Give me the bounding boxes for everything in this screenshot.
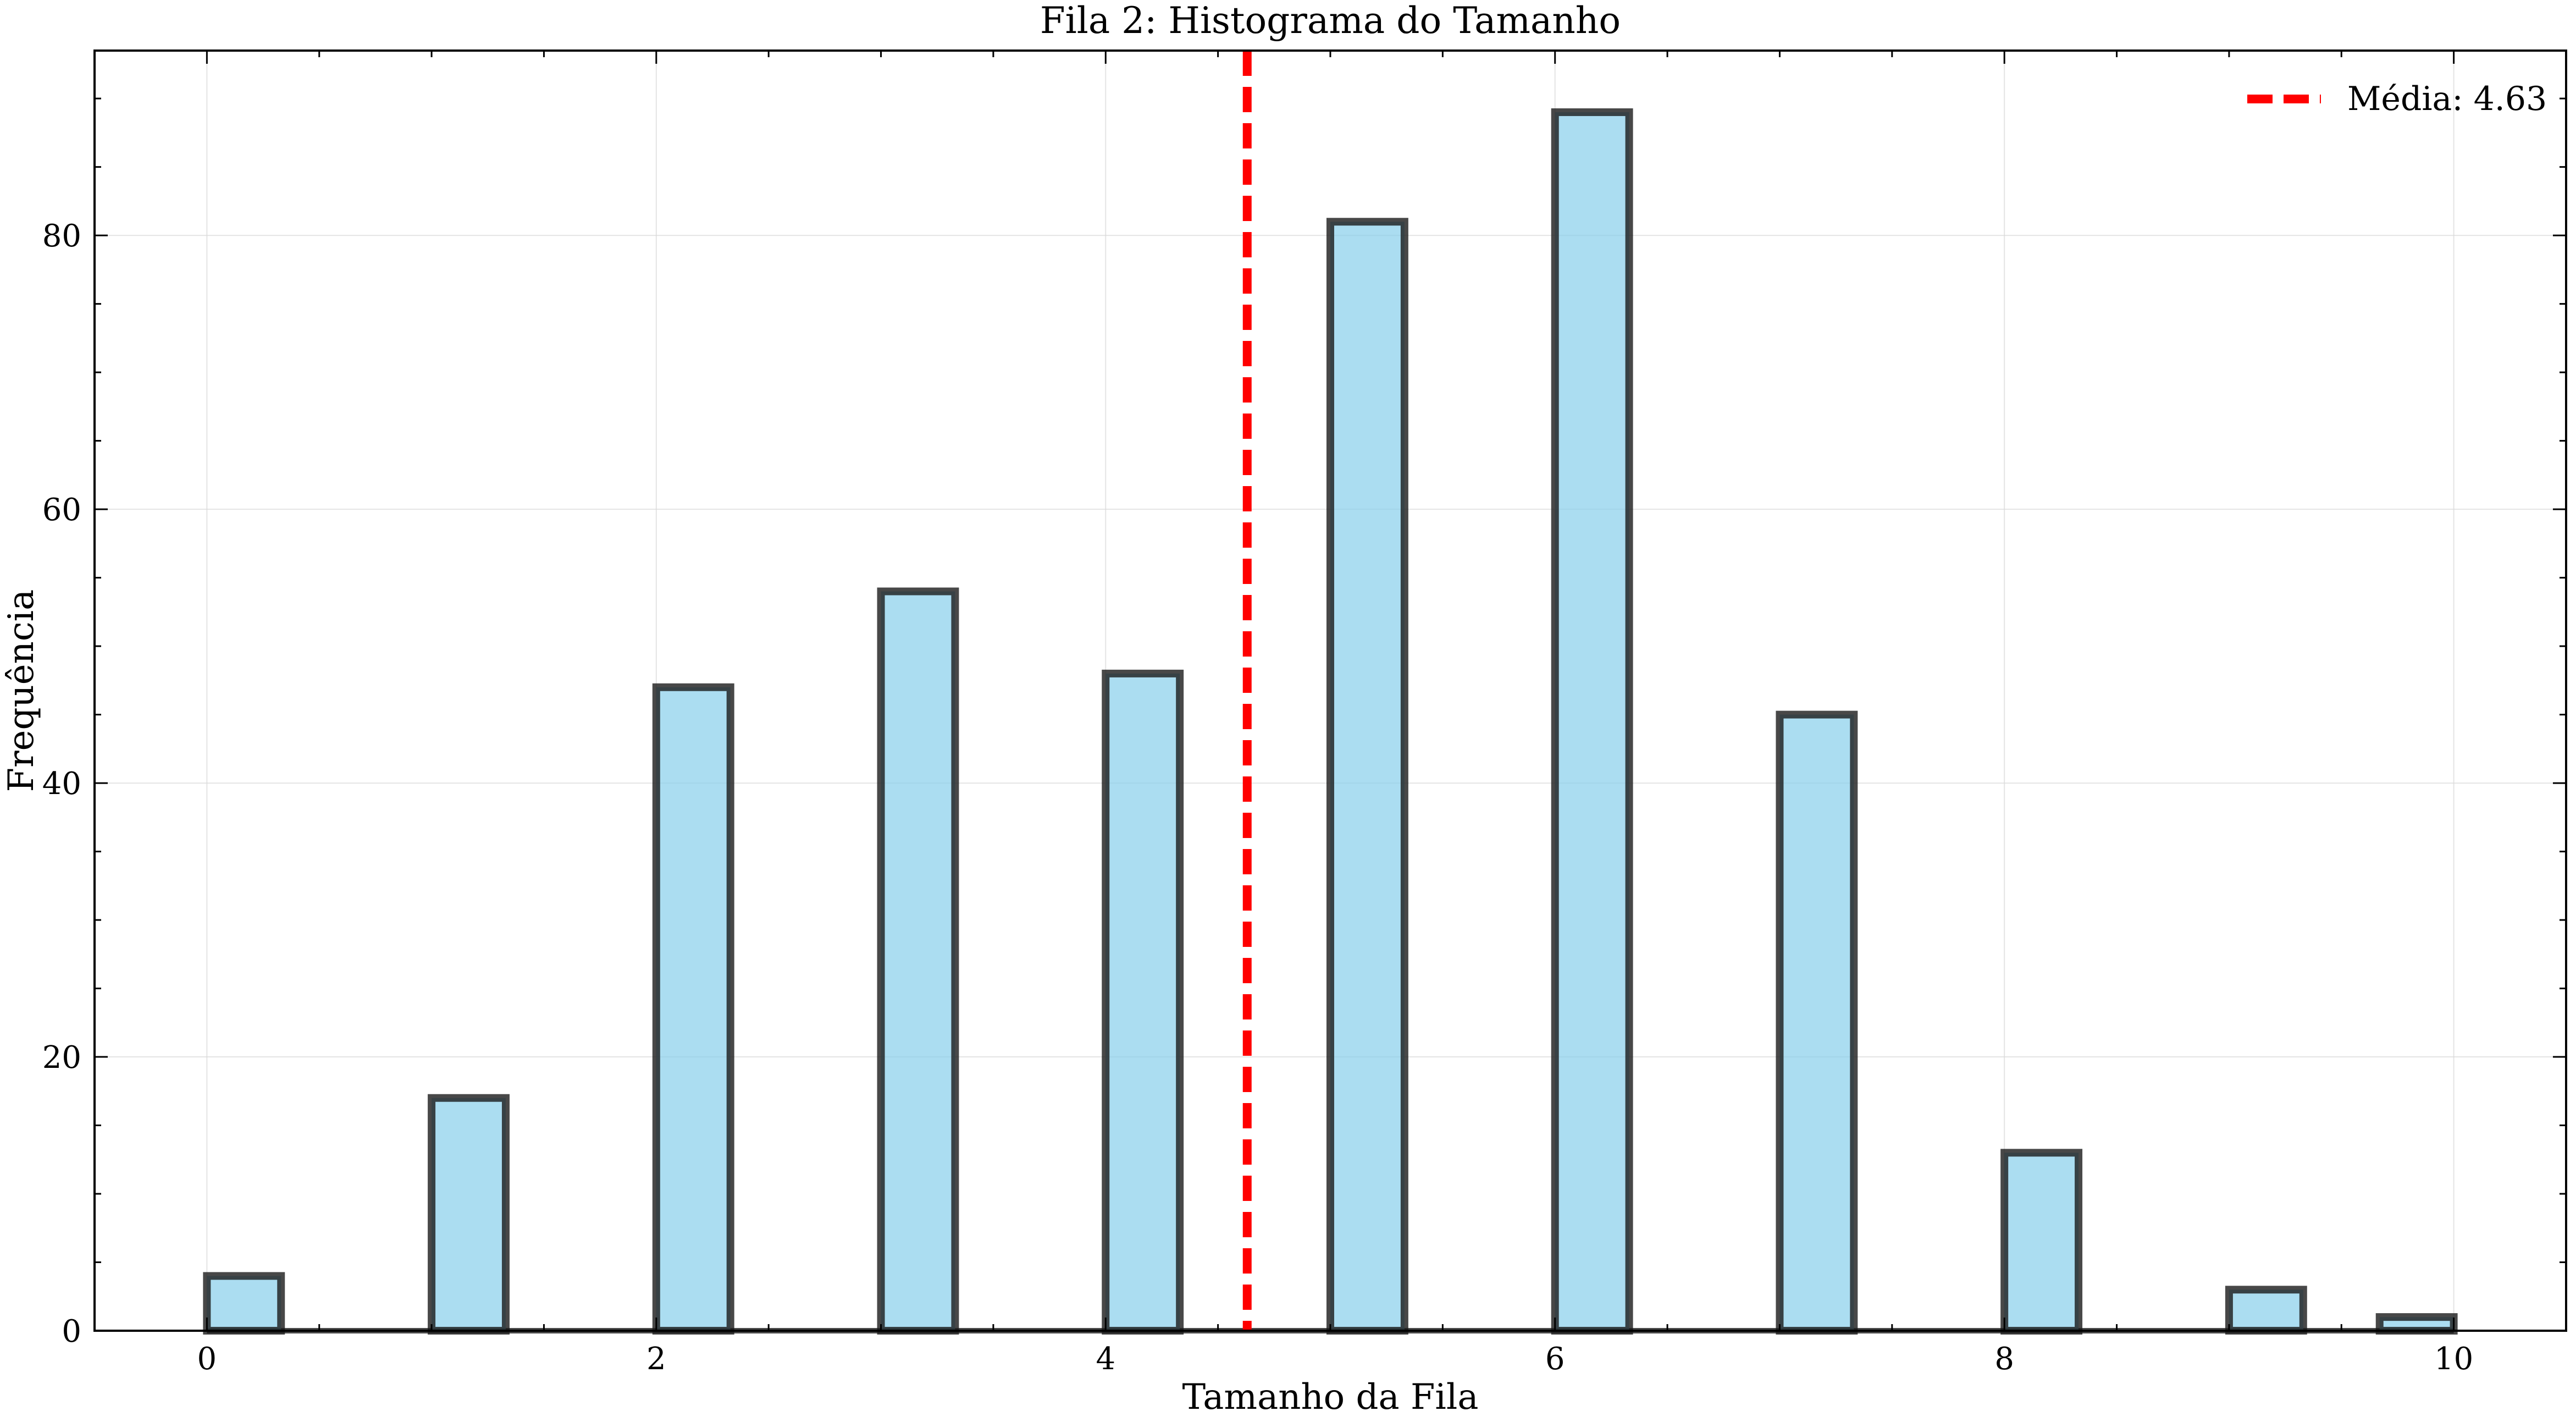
x-tick-label: 2 [646, 1341, 666, 1377]
y-tick-label: 20 [42, 1040, 81, 1076]
x-tick-label: 10 [2434, 1341, 2473, 1377]
histogram-bar [1551, 108, 1633, 1335]
histogram-bar [1102, 669, 1184, 1335]
histogram-bar [1776, 710, 1858, 1335]
y-tick-label: 80 [42, 218, 81, 254]
histogram-bar [2375, 1313, 2458, 1335]
histogram-bar [2000, 1149, 2083, 1335]
histogram-bars [203, 108, 2458, 1335]
x-tick-label: 8 [1994, 1341, 2014, 1377]
chart-title: Fila 2: Histograma do Tamanho [1040, 0, 1621, 42]
x-tick-label: 4 [1096, 1341, 1115, 1377]
y-tick-label: 0 [62, 1314, 81, 1349]
legend-mean-label: Média: 4.63 [2347, 80, 2547, 118]
y-axis-label: Frequência [1, 589, 42, 792]
histogram-bar [877, 587, 959, 1335]
histogram-bar [203, 1272, 285, 1335]
legend: Média: 4.63 [2247, 80, 2547, 118]
y-tick-label: 40 [42, 766, 81, 802]
x-tick-label: 6 [1545, 1341, 1565, 1377]
histogram-bar [428, 1094, 510, 1335]
x-tick-label: 0 [197, 1341, 217, 1377]
histogram-bar [1326, 218, 1408, 1335]
histogram-bar [2225, 1286, 2307, 1335]
histogram-bar [652, 683, 734, 1335]
x-axis-label: Tamanho da Fila [1182, 1377, 1479, 1418]
axis-ticks: 0 2 4 6 8 10 0 20 40 60 80 [42, 51, 2567, 1377]
y-tick-label: 60 [42, 492, 81, 528]
